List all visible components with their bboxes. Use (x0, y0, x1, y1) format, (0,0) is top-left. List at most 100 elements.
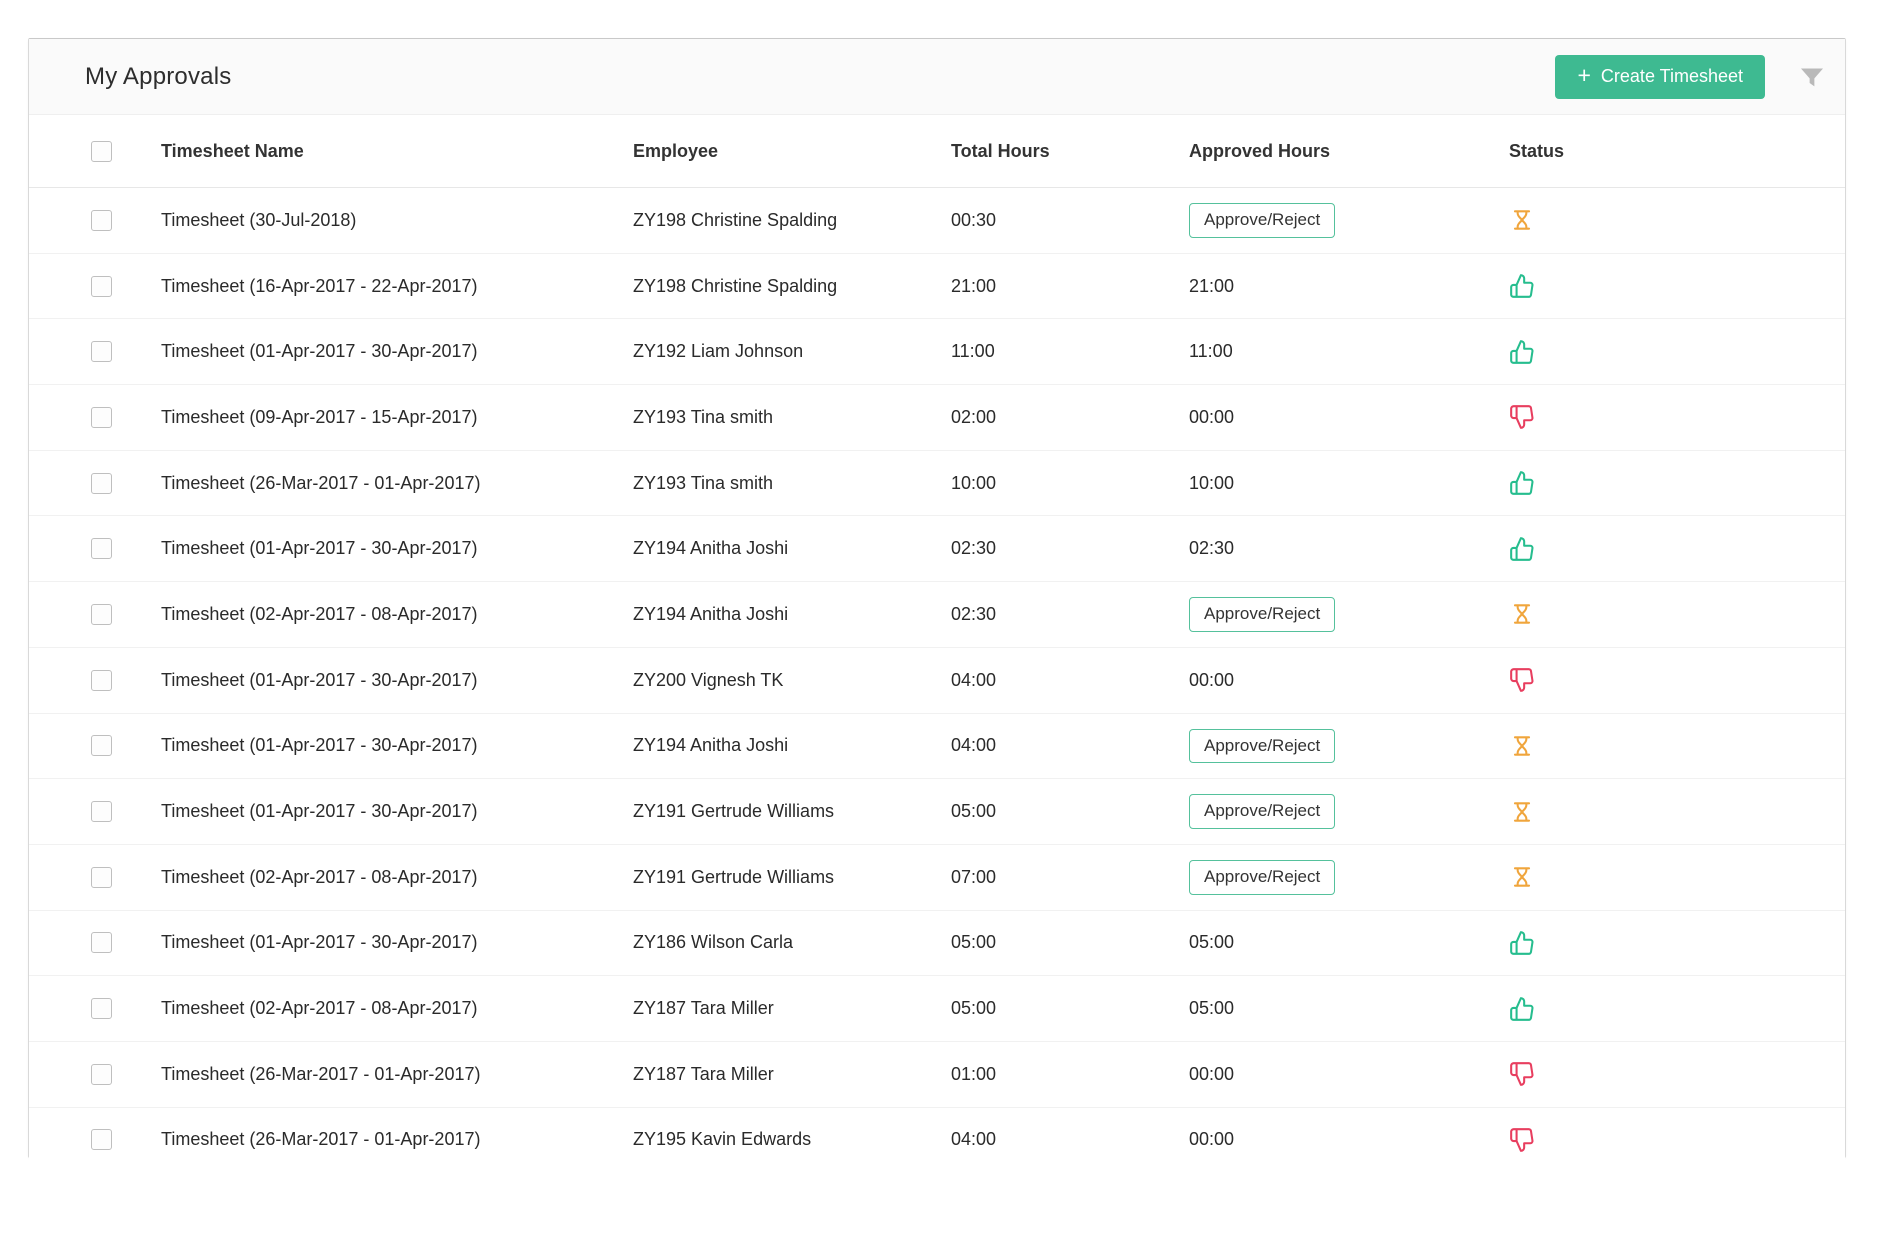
table-row[interactable]: Timesheet (02-Apr-2017 - 08-Apr-2017) ZY… (29, 582, 1845, 648)
table-row[interactable]: Timesheet (01-Apr-2017 - 30-Apr-2017) ZY… (29, 516, 1845, 583)
timesheet-name[interactable]: Timesheet (02-Apr-2017 - 08-Apr-2017) (161, 998, 478, 1019)
thumbs-down-icon (1510, 668, 1534, 693)
approved-hours-value: 05:00 (1189, 932, 1235, 953)
total-hours-value: 10:00 (951, 472, 997, 493)
approve-reject-button[interactable]: Approve/Reject (1189, 203, 1336, 238)
my-approvals-panel: My Approvals + Create Timesheet Timeshee… (28, 38, 1846, 1173)
timesheet-name[interactable]: Timesheet (01-Apr-2017 - 30-Apr-2017) (161, 735, 478, 756)
table-row[interactable]: Timesheet (26-Mar-2017 - 01-Apr-2017) ZY… (29, 1107, 1845, 1173)
timesheet-name[interactable]: Timesheet (02-Apr-2017 - 08-Apr-2017) (161, 603, 478, 624)
table-row[interactable]: Timesheet (01-Apr-2017 - 30-Apr-2017) ZY… (29, 713, 1845, 780)
hourglass-icon (1513, 867, 1531, 887)
table-row[interactable]: Timesheet (16-Apr-2017 - 22-Apr-2017) ZY… (29, 253, 1845, 320)
status-cell (1509, 1061, 1845, 1087)
row-checkbox[interactable] (91, 1063, 112, 1085)
timesheet-name[interactable]: Timesheet (01-Apr-2017 - 30-Apr-2017) (161, 341, 478, 362)
approved-hours-value: 10:00 (1189, 472, 1235, 493)
employee-name: ZY193 Tina smith (633, 472, 774, 493)
table-row[interactable]: Timesheet (01-Apr-2017 - 30-Apr-2017) ZY… (29, 779, 1845, 845)
employee-name: ZY193 Tina smith (633, 406, 774, 427)
timesheet-name[interactable]: Timesheet (01-Apr-2017 - 30-Apr-2017) (161, 538, 478, 559)
timesheet-name[interactable]: Timesheet (26-Mar-2017 - 01-Apr-2017) (161, 1129, 481, 1150)
approved-hours-cell: Approve/Reject (1189, 728, 1509, 764)
approved-hours-value: 00:00 (1189, 1063, 1235, 1084)
employee-name: ZY192 Liam Johnson (633, 341, 804, 362)
table-row[interactable]: Timesheet (01-Apr-2017 - 30-Apr-2017) ZY… (29, 910, 1845, 977)
row-checkbox[interactable] (91, 275, 112, 297)
status-cell (1509, 799, 1845, 825)
total-hours-value: 05:00 (951, 801, 997, 822)
approved-hours-value: 05:00 (1189, 998, 1235, 1019)
column-header-timesheet-name: Timesheet Name (161, 140, 304, 161)
timesheet-name[interactable]: Timesheet (01-Apr-2017 - 30-Apr-2017) (161, 932, 478, 953)
total-hours-value: 04:00 (951, 669, 997, 690)
create-timesheet-button[interactable]: + Create Timesheet (1555, 54, 1765, 99)
row-checkbox[interactable] (91, 538, 112, 560)
create-timesheet-label: Create Timesheet (1600, 66, 1743, 86)
table-row[interactable]: Timesheet (01-Apr-2017 - 30-Apr-2017) ZY… (29, 647, 1845, 714)
employee-name: ZY191 Gertrude Williams (633, 801, 835, 822)
timesheet-name[interactable]: Timesheet (02-Apr-2017 - 08-Apr-2017) (161, 866, 478, 887)
table-row[interactable]: Timesheet (26-Mar-2017 - 01-Apr-2017) ZY… (29, 450, 1845, 517)
row-checkbox[interactable] (91, 209, 112, 231)
row-checkbox[interactable] (91, 801, 112, 823)
timesheet-name[interactable]: Timesheet (09-Apr-2017 - 15-Apr-2017) (161, 406, 478, 427)
timesheet-name[interactable]: Timesheet (30-Jul-2018) (161, 209, 357, 230)
employee-name: ZY195 Kavin Edwards (633, 1129, 812, 1150)
row-checkbox[interactable] (91, 406, 112, 428)
total-hours-value: 07:00 (951, 866, 997, 887)
row-checkbox[interactable] (91, 866, 112, 888)
thumbs-up-icon (1510, 471, 1534, 495)
status-cell (1509, 339, 1845, 365)
status-cell (1509, 470, 1845, 496)
select-all-checkbox[interactable] (91, 140, 112, 162)
row-checkbox[interactable] (91, 735, 112, 757)
hourglass-icon (1513, 736, 1531, 756)
table-row[interactable]: Timesheet (01-Apr-2017 - 30-Apr-2017) ZY… (29, 319, 1845, 386)
total-hours-value: 04:00 (951, 735, 997, 756)
approve-reject-button[interactable]: Approve/Reject (1189, 794, 1336, 829)
approve-reject-button[interactable]: Approve/Reject (1189, 597, 1336, 632)
approve-reject-button[interactable]: Approve/Reject (1189, 859, 1336, 895)
filter-button[interactable] (1797, 62, 1827, 92)
row-checkbox[interactable] (91, 998, 112, 1020)
panel-header: My Approvals + Create Timesheet (29, 39, 1845, 115)
approved-hours-value: 00:00 (1189, 669, 1235, 690)
hourglass-icon (1513, 210, 1531, 231)
row-checkbox[interactable] (91, 669, 112, 691)
table-row[interactable]: Timesheet (02-Apr-2017 - 08-Apr-2017) ZY… (29, 844, 1845, 911)
employee-name: ZY187 Tara Miller (633, 1063, 774, 1084)
thumbs-up-icon (1510, 931, 1534, 955)
timesheet-name[interactable]: Timesheet (16-Apr-2017 - 22-Apr-2017) (161, 275, 478, 296)
row-checkbox[interactable] (91, 472, 112, 494)
thumbs-up-icon (1510, 274, 1534, 298)
status-cell (1509, 404, 1845, 430)
total-hours-value: 02:00 (951, 406, 997, 427)
timesheet-name[interactable]: Timesheet (26-Mar-2017 - 01-Apr-2017) (161, 472, 481, 493)
employee-name: ZY187 Tara Miller (633, 998, 774, 1019)
table-row[interactable]: Timesheet (26-Mar-2017 - 01-Apr-2017) ZY… (29, 1041, 1845, 1108)
total-hours-value: 02:30 (951, 603, 997, 624)
timesheet-name[interactable]: Timesheet (01-Apr-2017 - 30-Apr-2017) (161, 669, 478, 690)
thumbs-up-icon (1510, 996, 1534, 1021)
row-checkbox[interactable] (91, 932, 112, 954)
row-checkbox[interactable] (91, 341, 112, 363)
timesheet-name[interactable]: Timesheet (01-Apr-2017 - 30-Apr-2017) (161, 801, 478, 822)
total-hours-value: 04:00 (951, 1129, 997, 1150)
employee-name: ZY200 Vignesh TK (633, 669, 784, 690)
thumbs-up-icon (1510, 339, 1534, 364)
table-row[interactable]: Timesheet (09-Apr-2017 - 15-Apr-2017) ZY… (29, 385, 1845, 451)
approve-reject-button[interactable]: Approve/Reject (1189, 728, 1336, 764)
timesheet-name[interactable]: Timesheet (26-Mar-2017 - 01-Apr-2017) (161, 1063, 481, 1084)
total-hours-value: 00:30 (951, 209, 997, 230)
table-row[interactable]: Timesheet (30-Jul-2018) ZY198 Christine … (29, 188, 1845, 254)
approved-hours-value: 11:00 (1189, 341, 1233, 362)
row-checkbox[interactable] (91, 1129, 112, 1151)
total-hours-value: 05:00 (951, 998, 997, 1019)
header-actions: + Create Timesheet (1555, 54, 1827, 99)
column-header-total-hours: Total Hours (951, 140, 1050, 161)
approved-hours-cell: Approve/Reject (1189, 203, 1509, 238)
table-row[interactable]: Timesheet (02-Apr-2017 - 08-Apr-2017) ZY… (29, 976, 1845, 1042)
row-checkbox[interactable] (91, 603, 112, 625)
thumbs-up-icon (1510, 536, 1534, 561)
